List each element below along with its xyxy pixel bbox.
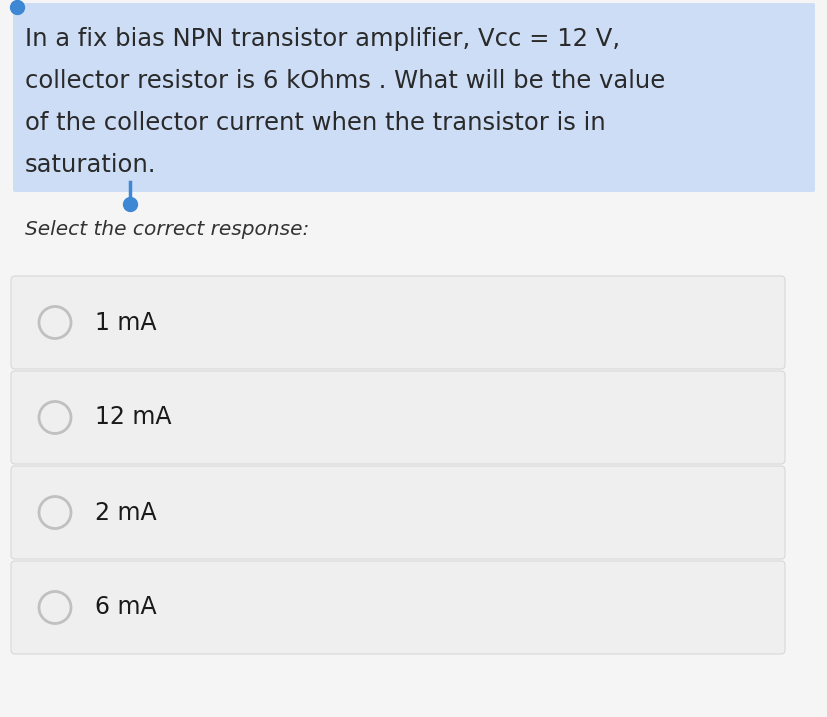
FancyBboxPatch shape: [11, 371, 784, 464]
Text: 2 mA: 2 mA: [95, 500, 156, 525]
Text: saturation.: saturation.: [25, 153, 156, 177]
Text: 6 mA: 6 mA: [95, 596, 156, 619]
FancyBboxPatch shape: [11, 561, 784, 654]
Text: of the collector current when the transistor is in: of the collector current when the transi…: [25, 111, 605, 135]
FancyBboxPatch shape: [11, 466, 784, 559]
Text: Select the correct response:: Select the correct response:: [25, 220, 308, 239]
Text: 1 mA: 1 mA: [95, 310, 156, 335]
FancyBboxPatch shape: [11, 276, 784, 369]
FancyBboxPatch shape: [13, 3, 814, 192]
Text: collector resistor is 6 kOhms . What will be the value: collector resistor is 6 kOhms . What wil…: [25, 69, 664, 93]
Text: In a fix bias NPN transistor amplifier, Vcc = 12 V,: In a fix bias NPN transistor amplifier, …: [25, 27, 619, 51]
Text: 12 mA: 12 mA: [95, 406, 171, 429]
